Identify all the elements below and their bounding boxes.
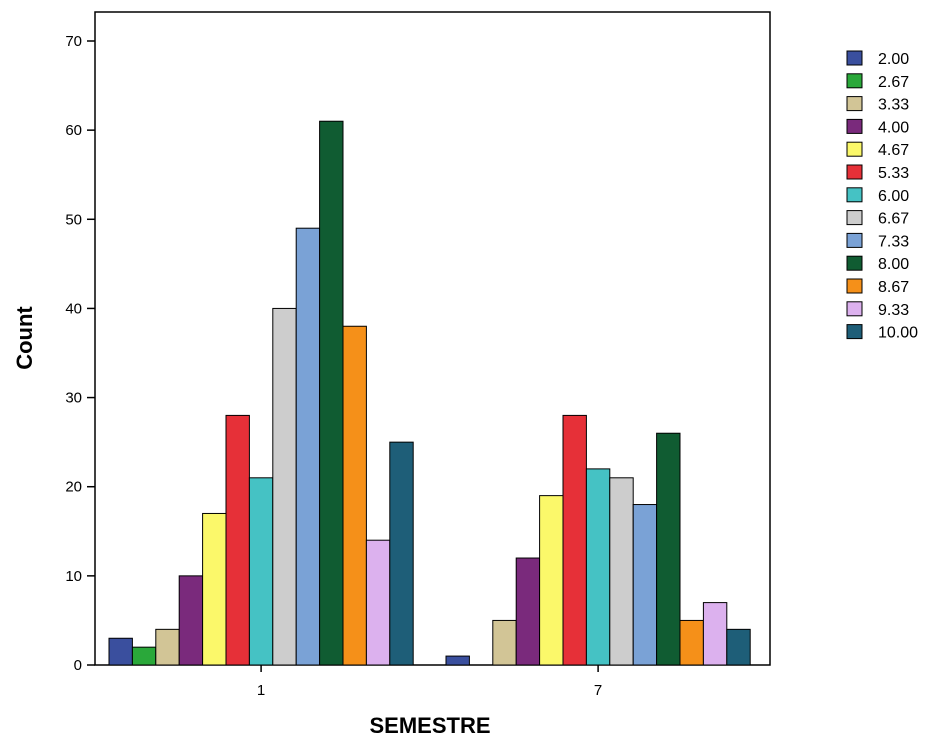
y-tick-label: 10 xyxy=(65,568,82,585)
legend-swatch xyxy=(846,278,863,294)
y-tick-label: 70 xyxy=(65,33,82,50)
legend-swatch xyxy=(846,96,863,112)
legend-label: 5.33 xyxy=(878,165,909,182)
legend-label: 6.67 xyxy=(878,211,909,228)
x-axis-title: SEMESTRE xyxy=(369,713,490,738)
bar-1-4.00 xyxy=(178,575,204,666)
legend-label: 6.00 xyxy=(878,188,909,205)
legend-swatch xyxy=(846,301,863,317)
bars-group xyxy=(108,120,751,666)
bar-7-4.00 xyxy=(515,557,541,666)
y-tick-label: 60 xyxy=(65,122,82,139)
bar-1-6.67 xyxy=(272,307,297,666)
bar-7-8.00 xyxy=(656,432,681,666)
legend-swatch xyxy=(846,141,863,157)
legend-swatch xyxy=(846,210,863,226)
bar-1-8.67 xyxy=(342,325,367,666)
bar-1-9.33 xyxy=(365,539,391,666)
legend-swatch xyxy=(846,232,863,248)
legend-swatch xyxy=(846,73,863,89)
bar-7-7.33 xyxy=(632,504,658,666)
legend-label: 7.33 xyxy=(878,233,909,250)
bar-1-10.00 xyxy=(389,441,414,666)
legend-swatch xyxy=(846,118,863,134)
y-tick-label: 0 xyxy=(74,657,82,674)
bar-1-7.33 xyxy=(295,227,321,666)
bar-1-4.67 xyxy=(202,512,227,666)
bar-7-3.33 xyxy=(492,619,517,666)
bar-7-4.67 xyxy=(539,495,564,666)
legend-label: 10.00 xyxy=(878,325,918,342)
legend-label: 8.00 xyxy=(878,256,909,273)
y-tick-label: 30 xyxy=(65,390,82,407)
y-tick-label: 20 xyxy=(65,479,82,496)
legend: 2.00 2.67 3.33 4.00 4.67 5.33 6.00 6.67 7.33 8.00… xyxy=(846,50,918,342)
bar-7-2.00 xyxy=(445,655,470,666)
y-tick-label: 50 xyxy=(65,211,82,228)
bar-7-6.00 xyxy=(585,468,611,666)
legend-label: 9.33 xyxy=(878,302,909,319)
legend-swatch xyxy=(846,324,863,340)
y-axis: 0 10 20 30 40 50 60 70 xyxy=(65,33,95,674)
bar-1-8.00 xyxy=(319,120,344,666)
x-tick-label: 7 xyxy=(594,682,602,699)
legend-label: 4.67 xyxy=(878,142,909,159)
bar-1-2.00 xyxy=(108,637,133,666)
legend-swatch xyxy=(846,187,863,203)
legend-label: 2.00 xyxy=(878,51,909,68)
legend-swatch xyxy=(846,50,863,66)
legend-swatch xyxy=(846,255,863,271)
bar-1-3.33 xyxy=(155,628,180,666)
legend-label: 4.00 xyxy=(878,119,909,136)
bar-7-10.00 xyxy=(726,628,751,666)
bar-7-6.67 xyxy=(609,477,634,666)
bar-1-6.00 xyxy=(248,477,274,666)
y-tick-label: 40 xyxy=(65,300,82,317)
y-axis-title: Count xyxy=(12,306,37,370)
bar-7-5.33 xyxy=(562,414,587,666)
bar-1-5.33 xyxy=(225,414,250,666)
legend-label: 2.67 xyxy=(878,74,909,91)
legend-label: 3.33 xyxy=(878,97,909,114)
x-tick-label: 1 xyxy=(257,682,265,699)
bar-7-8.67 xyxy=(679,619,704,666)
legend-swatch xyxy=(846,164,863,180)
legend-label: 8.67 xyxy=(878,279,909,296)
bar-1-2.67 xyxy=(131,646,157,666)
bar-7-9.33 xyxy=(702,602,728,666)
